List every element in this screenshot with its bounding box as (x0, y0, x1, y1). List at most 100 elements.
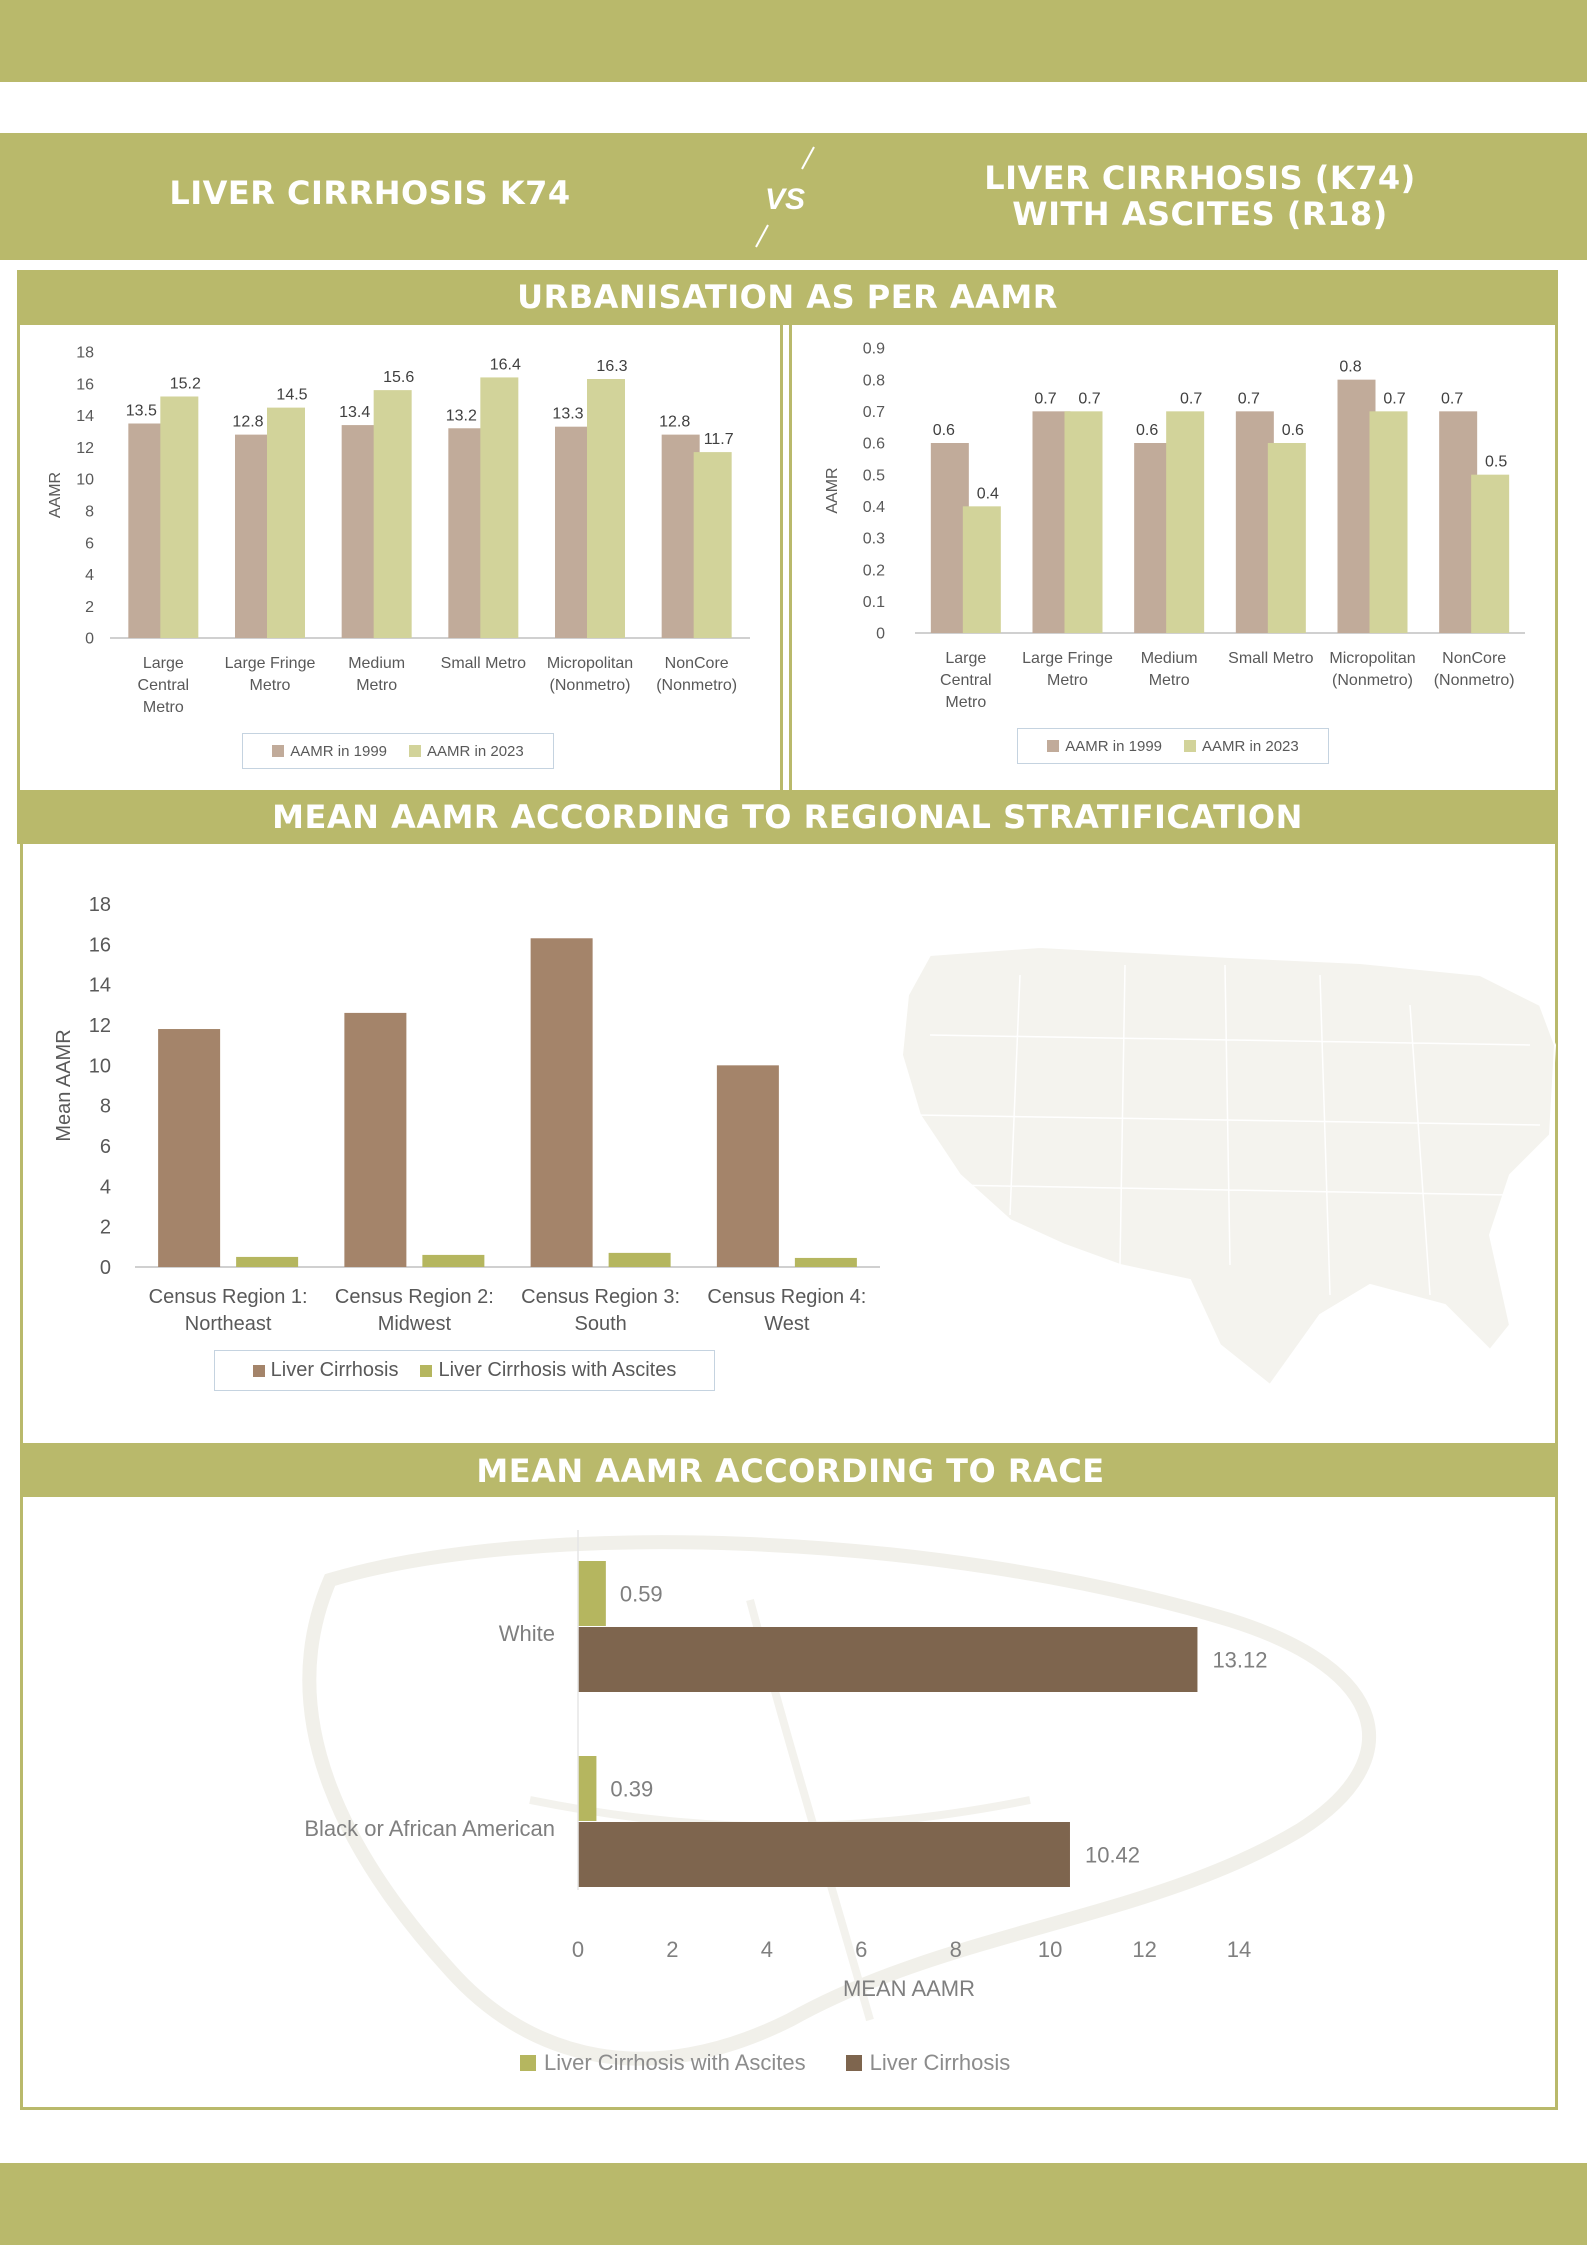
x-tick-label: Micropolitan (547, 655, 633, 672)
chart-regional: 0 2 4 6 8 10 12 14 16 18 Mean AAMR Census Region 1:… (53, 894, 880, 1335)
bar (448, 428, 487, 638)
x-tick-label: Large Fringe (225, 655, 316, 672)
swatch-1999 (272, 745, 285, 757)
data-label: 12.8 (659, 414, 690, 431)
right-title-line1: LIVER CIRRHOSIS (K74) (984, 159, 1416, 197)
x-tick-label: Metro (945, 694, 986, 711)
y-tick-label: 10 (89, 1055, 111, 1077)
data-label: 0.6 (933, 422, 955, 439)
data-label: 0.59 (620, 1582, 663, 1607)
x-tick-label: Metro (1149, 672, 1190, 689)
data-label: 13.12 (1212, 1648, 1267, 1673)
x-tick-label: Central (138, 677, 190, 694)
us-map-watermark (900, 945, 1557, 1387)
legend-label-1999: AAMR in 1999 (290, 742, 387, 760)
legend-label-cirrhosis: Liver Cirrhosis (270, 1359, 399, 1381)
bar (530, 938, 593, 1267)
data-label: 13.3 (552, 406, 583, 423)
bar (1032, 411, 1071, 633)
x-tick-label: Northeast (185, 1313, 272, 1335)
y-tick-label: 4 (100, 1176, 111, 1198)
data-label: 0.7 (1383, 390, 1405, 407)
x-tick-label: 10 (1038, 1937, 1062, 1962)
y-tick-label: 18 (89, 894, 111, 916)
bar (693, 452, 732, 638)
bottom-banner (0, 2163, 1587, 2245)
bar (578, 1822, 1070, 1887)
data-label: 16.3 (596, 358, 627, 375)
data-label: 0.7 (1034, 390, 1056, 407)
header-banner (0, 133, 1587, 260)
y-tick-label: 14 (76, 408, 94, 425)
bar (608, 1252, 671, 1267)
bar (578, 1756, 597, 1821)
legend-item-2023: AAMR in 2023 (1184, 738, 1299, 755)
bar (1166, 411, 1205, 633)
bar (1064, 411, 1103, 633)
legend-item-1999: AAMR in 1999 (272, 743, 387, 760)
legend-item-cirrhosis: Liver Cirrhosis (845, 2050, 1010, 2076)
y-tick-label: 0.4 (863, 499, 885, 516)
y-tick-label: 6 (100, 1136, 111, 1158)
chart-race: White 0.59 13.12 Black or African American 0… (304, 1530, 1268, 2001)
bar (373, 390, 412, 638)
y-tick-label: 0 (85, 631, 94, 648)
top-banner (0, 0, 1587, 82)
data-label: 0.6 (1282, 422, 1304, 439)
legend-label-ascites: Liver Cirrhosis with Ascites (544, 2050, 806, 2075)
y-tick-label: 16 (76, 376, 94, 393)
x-tick-label: (Nonmetro) (656, 677, 737, 694)
y-tick-label: 0.7 (863, 404, 885, 421)
data-label: 13.5 (126, 403, 157, 420)
y-tick-label: 0.1 (863, 594, 885, 611)
data-label: 11.7 (704, 431, 734, 448)
bar (794, 1257, 857, 1267)
legend-race: Liver Cirrhosis with Ascites Liver Cirrh… (520, 2048, 1080, 2078)
bar (587, 379, 625, 638)
x-tick-label: Central (940, 672, 992, 689)
data-label: 0.8 (1339, 359, 1361, 376)
y-tick-label: 4 (85, 567, 94, 584)
x-tick-label: Metro (250, 677, 291, 694)
data-label: 0.39 (610, 1777, 653, 1802)
vs-label: VS (765, 183, 805, 216)
x-tick-label: NonCore (1442, 650, 1506, 667)
bar (422, 1254, 485, 1267)
bar (578, 1627, 1198, 1692)
bar (555, 426, 593, 638)
bar (578, 1561, 606, 1626)
bar (341, 425, 380, 638)
bar (344, 1012, 407, 1267)
legend-label-2023: AAMR in 2023 (1202, 737, 1299, 755)
data-label: 13.2 (446, 407, 477, 424)
x-tick-label: 6 (855, 1937, 867, 1962)
data-label: 12.8 (232, 414, 263, 431)
bar (128, 423, 167, 638)
data-label: 0.7 (1180, 390, 1202, 407)
regional-title: MEAN AAMR ACCORDING TO REGIONAL STRATIFI… (17, 790, 1558, 844)
bar (1134, 443, 1173, 633)
vs-divider: VS (755, 146, 815, 248)
legend-item-2023: AAMR in 2023 (409, 743, 524, 760)
y-tick-label: White (499, 1621, 555, 1646)
y-tick-label: 0.2 (863, 562, 885, 579)
bar (1439, 411, 1478, 633)
right-title-line2: WITH ASCITES (R18) (1012, 195, 1388, 233)
y-tick-label: 2 (85, 599, 94, 616)
x-tick-label: Medium (348, 655, 405, 672)
y-tick-label: 0.6 (863, 436, 885, 453)
chart-urbanisation-ascites: 0 0.1 0.2 0.3 0.4 0.5 0.6 0.7 0.8 0.9 AAMR 0.6 0.4 La… (824, 341, 1525, 711)
legend-regional: Liver Cirrhosis Liver Cirrhosis with Asc… (214, 1350, 715, 1391)
x-tick-label: 0 (572, 1937, 584, 1962)
right-title: LIVER CIRRHOSIS (K74) WITH ASCITES (R18) (900, 160, 1500, 232)
y-axis-label: Mean AAMR (53, 1029, 75, 1141)
x-tick-label: (Nonmetro) (1434, 672, 1515, 689)
bar (962, 506, 1001, 633)
legend-label-2023: AAMR in 2023 (427, 742, 524, 760)
y-tick-label: 0 (876, 626, 885, 643)
data-label: 0.7 (1441, 390, 1463, 407)
bar (1267, 443, 1306, 633)
x-axis-label: MEAN AAMR (843, 1976, 975, 2001)
x-tick-label: Small Metro (441, 655, 526, 672)
urbanisation-title: URBANISATION AS PER AAMR (17, 270, 1558, 325)
